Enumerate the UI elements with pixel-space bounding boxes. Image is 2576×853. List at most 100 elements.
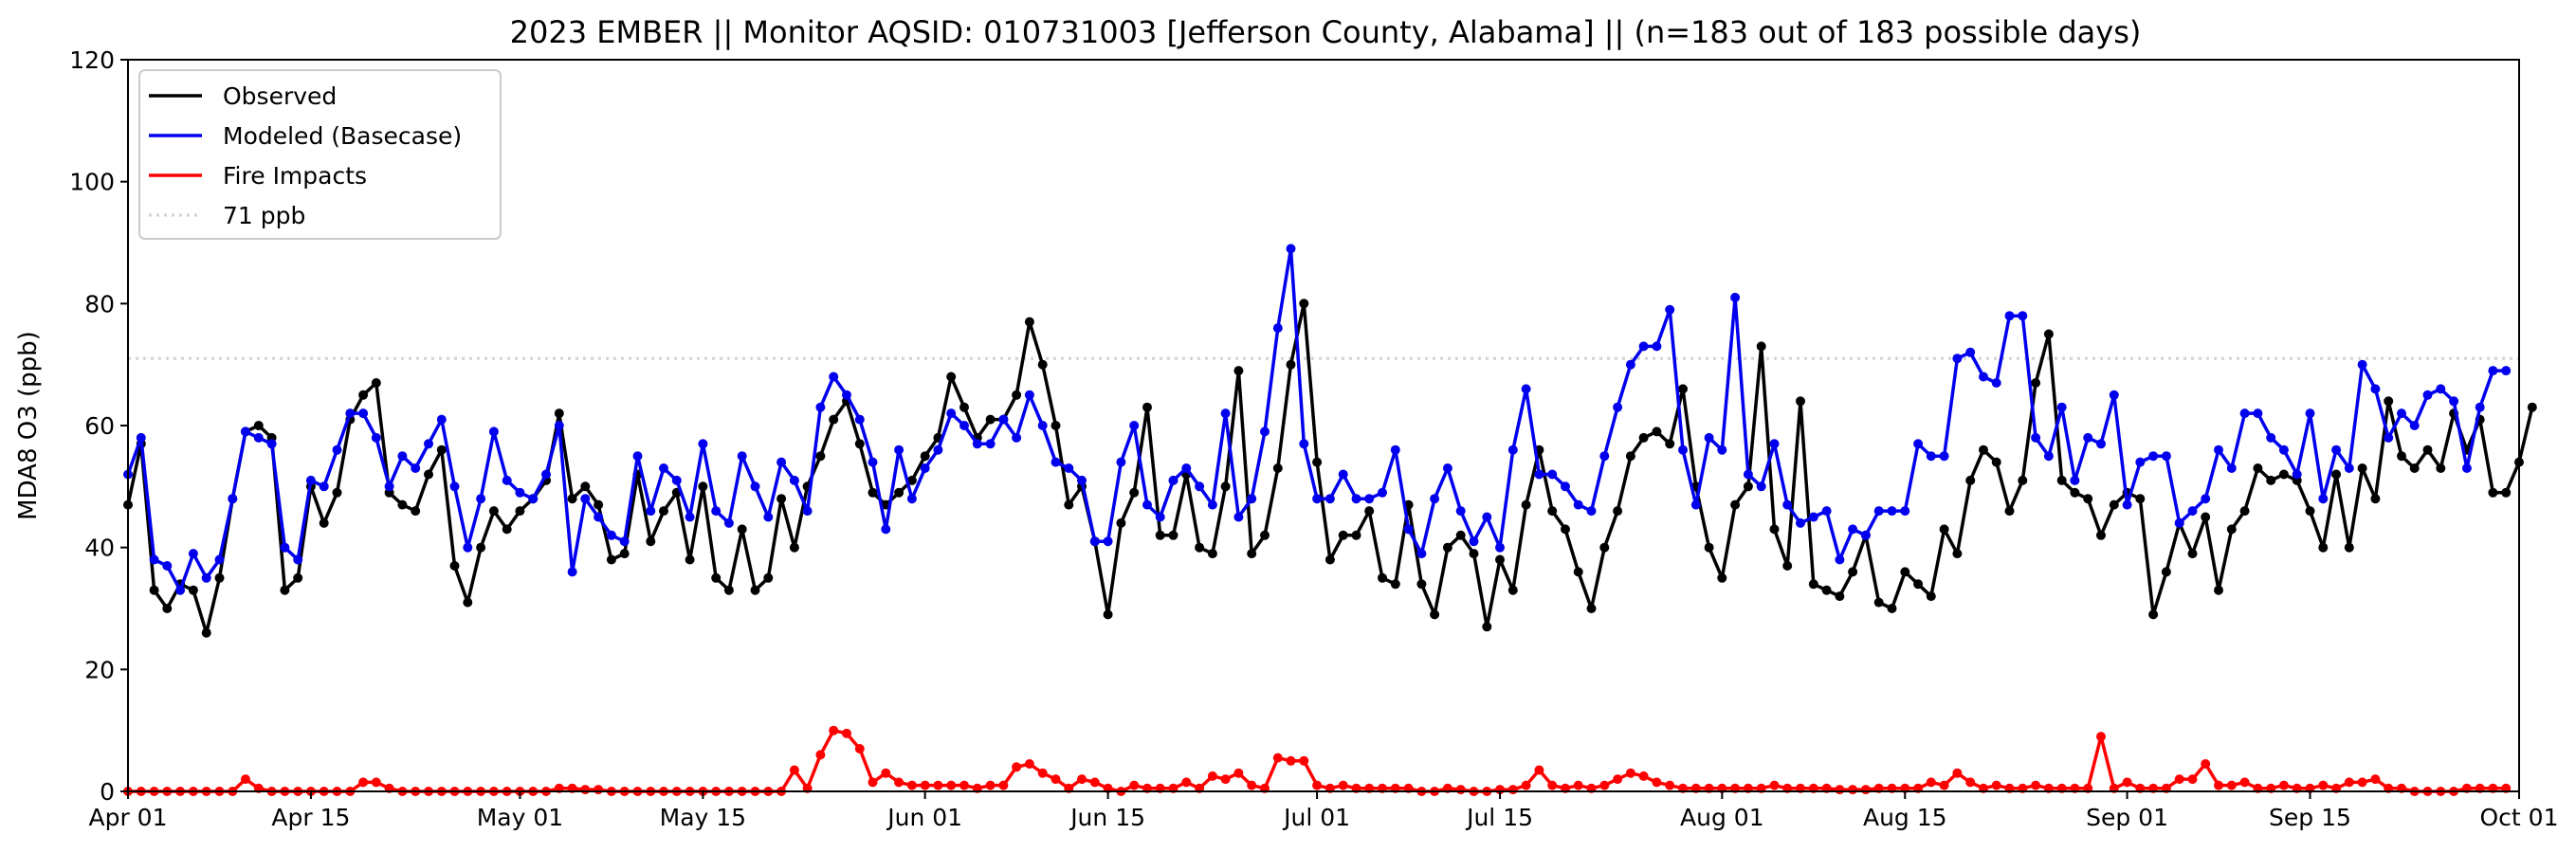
data-point-modeled-basecase <box>606 530 616 540</box>
data-point-modeled-basecase <box>920 463 930 473</box>
data-point-modeled-basecase <box>1012 432 1022 443</box>
data-point-modeled-basecase <box>959 421 969 430</box>
data-point-observed <box>424 469 433 480</box>
y-tick-label: 0 <box>100 778 115 806</box>
data-point-observed <box>449 561 460 571</box>
data-point-modeled-basecase <box>2004 311 2015 321</box>
data-point-fire-impacts <box>881 768 891 778</box>
data-point-fire-impacts <box>1613 774 1623 785</box>
data-point-modeled-basecase <box>1573 499 1583 510</box>
y-tick-label: 120 <box>69 46 115 74</box>
data-point-modeled-basecase <box>2266 432 2276 443</box>
data-point-modeled-basecase <box>671 475 682 485</box>
x-tick-label: Sep 01 <box>2086 804 2168 831</box>
data-point-fire-impacts <box>2096 732 2106 742</box>
data-point-observed <box>1430 609 1440 620</box>
data-point-observed <box>723 585 734 595</box>
data-point-observed <box>2344 542 2354 553</box>
data-point-observed <box>1991 457 2001 467</box>
data-point-modeled-basecase <box>2488 366 2498 376</box>
data-point-modeled-basecase <box>188 549 198 559</box>
data-point-modeled-basecase <box>1129 421 1140 430</box>
data-point-fire-impacts <box>933 780 943 790</box>
data-point-observed <box>567 494 577 504</box>
data-point-fire-impacts <box>1599 780 1610 790</box>
data-point-observed <box>1599 542 1610 553</box>
data-point-fire-impacts <box>1547 780 1558 790</box>
data-point-modeled-basecase <box>2501 366 2512 376</box>
data-point-modeled-basecase <box>711 506 722 517</box>
data-point-modeled-basecase <box>2384 432 2394 443</box>
data-point-fire-impacts <box>1129 780 1140 790</box>
data-point-observed <box>2527 402 2537 412</box>
data-point-modeled-basecase <box>2253 408 2263 419</box>
data-point-fire-impacts <box>1521 780 1531 790</box>
data-point-observed <box>619 549 630 559</box>
data-point-fire-impacts <box>2031 780 2041 790</box>
data-point-fire-impacts <box>2187 774 2198 785</box>
data-point-modeled-basecase <box>2122 499 2132 510</box>
data-point-observed <box>2370 494 2381 504</box>
data-point-observed <box>162 604 173 613</box>
data-point-observed <box>1299 299 1309 309</box>
data-point-fire-impacts <box>1534 765 1544 775</box>
data-point-modeled-basecase <box>1455 506 1466 517</box>
data-point-modeled-basecase <box>854 414 865 425</box>
data-point-observed <box>959 402 969 412</box>
data-point-fire-impacts <box>920 780 930 790</box>
data-point-observed <box>1926 591 1936 602</box>
data-point-fire-impacts <box>371 777 381 788</box>
y-tick-label: 20 <box>84 656 115 683</box>
data-point-observed <box>1835 591 1845 602</box>
x-tick-label: Jul 01 <box>1282 804 1350 831</box>
data-point-modeled-basecase <box>280 542 290 553</box>
data-point-modeled-basecase <box>2357 359 2367 370</box>
data-point-modeled-basecase <box>1900 506 1910 517</box>
data-point-modeled-basecase <box>1050 457 1061 467</box>
y-tick-label: 100 <box>69 169 115 196</box>
data-point-modeled-basecase <box>1116 457 1126 467</box>
data-point-observed <box>2488 487 2498 498</box>
data-point-observed <box>1247 549 1257 559</box>
x-tick-label: Jul 15 <box>1465 804 1533 831</box>
data-point-fire-impacts <box>1089 777 1100 788</box>
data-point-observed <box>2226 524 2237 535</box>
data-point-modeled-basecase <box>1195 481 1205 492</box>
data-point-fire-impacts <box>894 777 904 788</box>
x-tick-label: Apr 01 <box>88 804 167 831</box>
y-tick-label: 40 <box>84 535 115 562</box>
data-point-modeled-basecase <box>750 481 760 492</box>
data-point-modeled-basecase <box>1482 512 1492 522</box>
data-point-observed <box>1338 530 1348 540</box>
data-point-modeled-basecase <box>906 494 917 504</box>
data-point-observed <box>476 542 486 553</box>
data-point-modeled-basecase <box>659 463 668 473</box>
data-point-observed <box>763 572 774 583</box>
data-point-modeled-basecase <box>1272 323 1283 334</box>
data-point-fire-impacts <box>2357 777 2367 788</box>
data-point-fire-impacts <box>985 780 996 790</box>
data-point-observed <box>1887 604 1897 613</box>
data-point-observed <box>1037 359 1048 370</box>
data-point-observed <box>2331 469 2342 480</box>
data-point-fire-impacts <box>1181 777 1192 788</box>
data-point-fire-impacts <box>1625 768 1635 778</box>
data-point-fire-impacts <box>1860 785 1871 795</box>
data-point-observed <box>371 378 381 388</box>
data-point-modeled-basecase <box>1926 451 1936 462</box>
data-point-modeled-basecase <box>1155 512 1165 522</box>
data-point-modeled-basecase <box>2292 469 2302 480</box>
data-point-observed <box>1586 604 1597 613</box>
data-point-observed <box>2409 463 2420 473</box>
legend-label: 71 ppb <box>223 202 305 229</box>
data-point-observed <box>1129 487 1140 498</box>
data-point-modeled-basecase <box>985 439 996 449</box>
data-point-modeled-basecase <box>1848 524 1858 535</box>
data-point-fire-impacts <box>2201 759 2211 769</box>
data-point-modeled-basecase <box>2148 451 2159 462</box>
data-point-observed <box>2436 463 2446 473</box>
data-point-observed <box>201 627 211 638</box>
data-point-observed <box>737 524 747 535</box>
data-point-fire-impacts <box>2344 777 2354 788</box>
data-point-observed <box>1613 506 1623 517</box>
